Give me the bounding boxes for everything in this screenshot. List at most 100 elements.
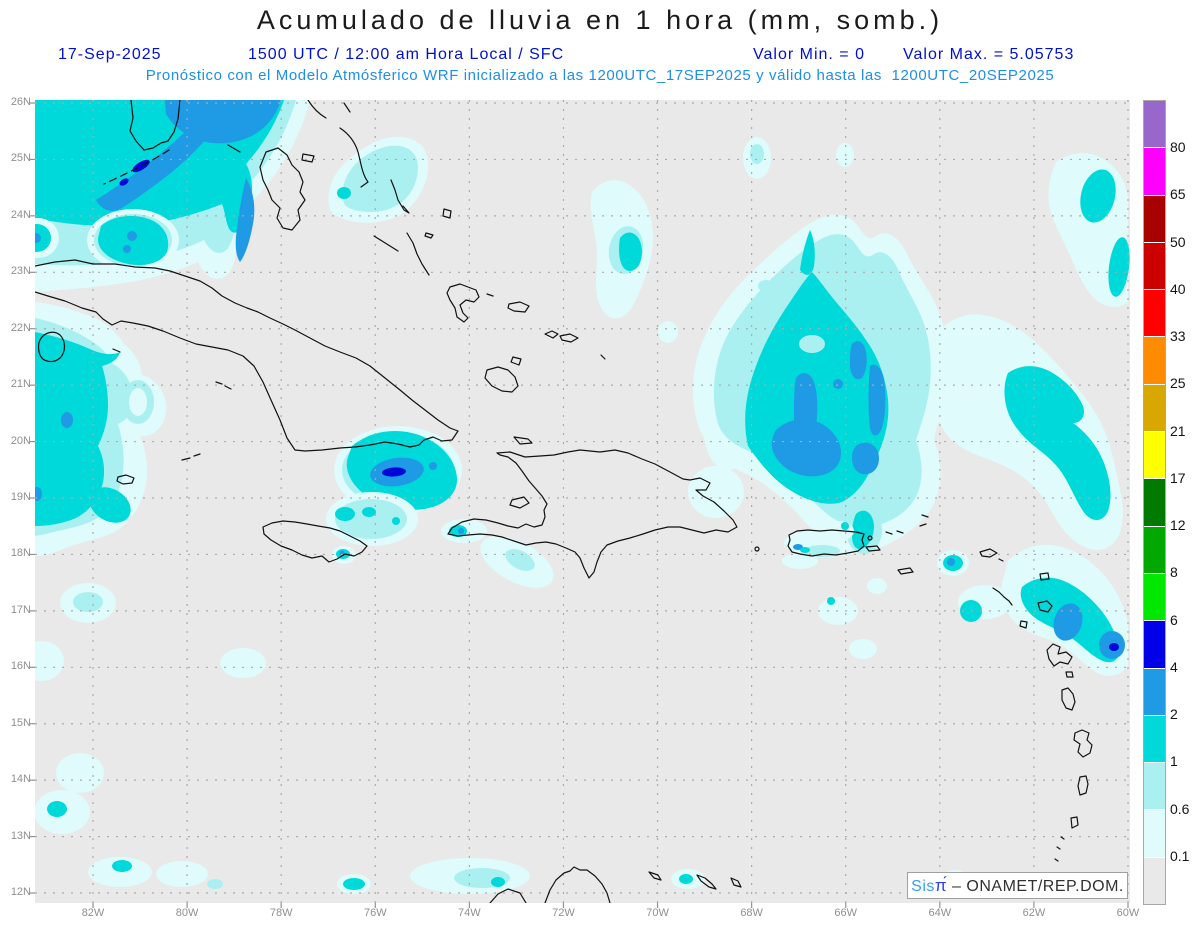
coastline-marie-galante xyxy=(1065,671,1074,678)
rain-shading-layer-shape xyxy=(833,379,843,389)
coastline-san-salvador xyxy=(442,208,452,219)
rain-shading-layer-shape xyxy=(132,159,150,173)
rain-shading-layer-shape xyxy=(88,857,152,887)
rain-shading-layer-shape xyxy=(56,753,104,793)
coastline-isla-juventud xyxy=(37,331,66,363)
coastline-exumas xyxy=(373,235,399,252)
coastline-santa-marta xyxy=(489,888,527,903)
coastline-culebra xyxy=(867,535,873,541)
rain-shading-layer-shape xyxy=(129,388,147,416)
colorbar-label-65: 65 xyxy=(1170,186,1186,203)
rain-shading-layer-shape xyxy=(750,144,764,164)
subtitle-model: Pronóstico con el Modelo Atmósferico WRF… xyxy=(145,67,1055,84)
rain-shading-layer-shape xyxy=(688,466,744,518)
attribution-box: Sisπ́ – ONAMET/REP.DOM. xyxy=(907,872,1128,899)
colorbar-cell-14 xyxy=(1144,762,1165,810)
lon-label-70W: 70W xyxy=(646,907,669,919)
coastline-bonaire xyxy=(730,877,742,888)
rain-shading-layer-shape xyxy=(793,544,803,550)
rain-shading-layer-shape xyxy=(392,517,400,525)
rain-shading-layer-shape xyxy=(836,143,854,167)
rain-shading-layer-shape xyxy=(47,801,67,817)
coastline-crooked-acklins xyxy=(446,283,480,323)
rain-shading-layer-shape xyxy=(112,860,132,872)
coastline-plana-cays xyxy=(486,293,494,297)
coastline-grand-cayman xyxy=(116,474,135,485)
lat-label-14N: 14N xyxy=(10,773,31,786)
rain-shading-layer-shape xyxy=(35,224,51,252)
rain-shading-layer-shape xyxy=(849,639,877,659)
lat-label-23N: 23N xyxy=(10,265,31,278)
coastline-st-martin xyxy=(979,548,1004,562)
colorbar-cell-2 xyxy=(1144,194,1165,242)
coastline-andros xyxy=(259,147,306,231)
lon-label-80W: 80W xyxy=(175,907,199,919)
rain-shading-layer-shape xyxy=(35,641,64,681)
lat-label-17N: 17N xyxy=(10,603,31,616)
rain-shading-layer-shape xyxy=(679,874,693,884)
rain-shading-layer-shape xyxy=(1080,169,1116,223)
rain-shading-layer-shape xyxy=(458,528,464,534)
subtitle-valor-max: Valor Max. = 5.05753 xyxy=(903,46,1075,63)
page-title: Acumulado de lluvia en 1 hora (mm, somb.… xyxy=(256,5,944,35)
coastline-long-island xyxy=(406,232,430,276)
rain-shading-layer-shape xyxy=(758,280,774,292)
colorbar-cell-12 xyxy=(1144,667,1165,715)
colorbar-label-80: 80 xyxy=(1170,139,1186,156)
lon-label-78W: 78W xyxy=(269,907,293,919)
subtitle-time: 1500 UTC / 12:00 am Hora Local / SFC xyxy=(248,46,565,63)
coastline-cuba-cays xyxy=(112,348,232,390)
rain-shading-layer-shape xyxy=(947,558,955,566)
coastline-dominica xyxy=(1061,687,1076,711)
rain-shading-layer-shape xyxy=(96,101,230,211)
rain-shading-layer-shape xyxy=(335,499,407,539)
lon-label-82W: 82W xyxy=(81,907,105,919)
coastline-gonave xyxy=(509,496,530,509)
rain-shading-layer-shape xyxy=(127,231,137,241)
colorbar-label-21: 21 xyxy=(1170,422,1186,439)
rain-shading-layer-shape xyxy=(429,462,437,470)
rain-shading-layer-shape xyxy=(382,467,406,477)
rain-shading-layer-shape xyxy=(337,187,351,199)
colorbar-cell-0 xyxy=(1144,101,1165,148)
rain-shading-layer-shape xyxy=(850,341,867,380)
coastline-florida xyxy=(129,100,181,151)
subtitle-valor-min: Valor Min. = 0 xyxy=(753,46,865,63)
coastline-martinique xyxy=(1073,729,1093,758)
rain-shading-layer-shape xyxy=(491,877,505,887)
rain-shading-layer-shape xyxy=(771,419,842,477)
coastline-turks-caicos xyxy=(544,330,606,360)
coastline-st-kitts-nevis xyxy=(992,587,1013,606)
rain-shading-layer-shape xyxy=(35,233,41,243)
rain-shading-layer-shape xyxy=(235,178,255,262)
coastline-guajira xyxy=(544,866,611,903)
coastline-barbuda xyxy=(1039,572,1050,581)
coastline-antigua xyxy=(1037,600,1053,613)
colorbar-cell-1 xyxy=(1144,147,1165,195)
lat-label-15N: 15N xyxy=(10,716,31,729)
colorbar-label-25: 25 xyxy=(1170,375,1186,392)
colorbar-label-1: 1 xyxy=(1170,753,1178,770)
lon-label-68W: 68W xyxy=(740,907,763,919)
colorbar-label-4: 4 xyxy=(1170,658,1178,675)
colorbar-label-12: 12 xyxy=(1170,517,1186,534)
rain-shading-layer-shape xyxy=(799,335,825,353)
colorbar-cell-10 xyxy=(1144,572,1165,621)
rain-shading-layer-shape xyxy=(841,522,849,530)
attribution-pi-icon: π́ xyxy=(934,876,948,895)
rain-shading-layer-shape xyxy=(342,145,418,212)
colorbar-cell-8 xyxy=(1144,478,1165,526)
rain-shading-layer-shape xyxy=(619,232,642,271)
rain-shading-layer-shape xyxy=(1004,366,1111,520)
lat-label-13N: 13N xyxy=(10,829,31,842)
colorbar-cell-16 xyxy=(1144,856,1165,905)
subtitle-date: 17-Sep-2025 xyxy=(58,46,162,63)
rain-shading-layer-shape xyxy=(73,592,103,612)
coastline-st-vincent xyxy=(1070,816,1079,829)
coastline-little-inagua xyxy=(510,356,522,366)
colorbar-cell-4 xyxy=(1144,289,1165,337)
colorbar-label-17: 17 xyxy=(1170,469,1186,486)
coastlines-layer xyxy=(35,100,1093,903)
coastline-bimini xyxy=(227,144,241,153)
